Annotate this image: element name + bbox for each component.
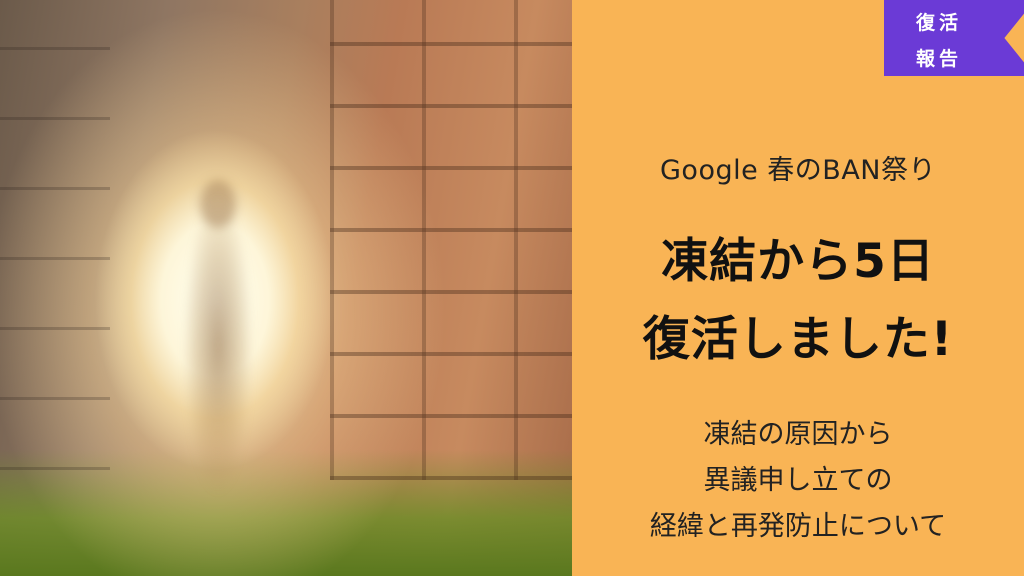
description-line-2: 異議申し立ての xyxy=(703,465,893,496)
headline-line-2: 復活しました! xyxy=(642,312,954,367)
headline-line-1: 凍結から5日 xyxy=(661,234,935,289)
hero-photo xyxy=(0,0,572,576)
revival-report-badge xyxy=(884,0,1024,76)
description-line-1: 凍結の原因から xyxy=(703,419,893,450)
badge-label-line-2: 報告 xyxy=(915,48,962,70)
subtitle: Google 春のBAN祭り xyxy=(660,155,936,186)
stone-wall-left xyxy=(0,0,110,470)
text-panel: Google 春のBAN祭り 凍結から5日 復活しました! 凍結の原因から 異議… xyxy=(572,0,1024,576)
stone-wall-right xyxy=(330,0,572,480)
badge-label-line-1: 復活 xyxy=(915,12,962,34)
glowing-figure xyxy=(183,190,253,500)
description-line-3: 経緯と再発防止について xyxy=(649,511,947,542)
